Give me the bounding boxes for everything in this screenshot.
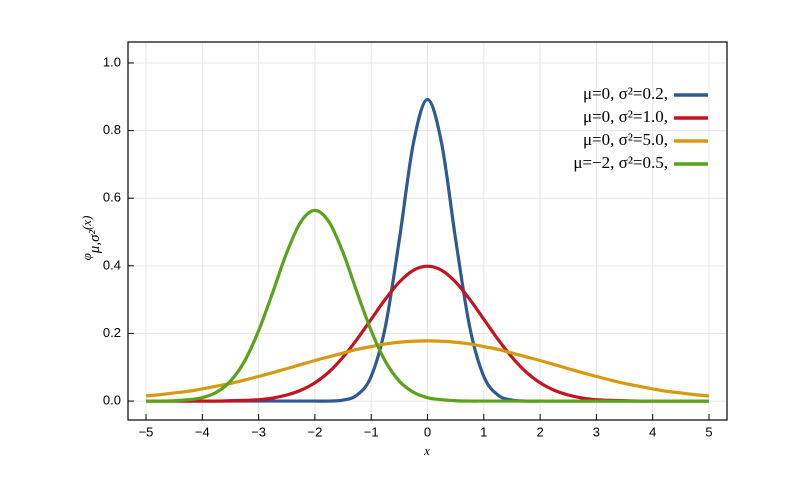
- x-tick-label: −2: [307, 424, 322, 439]
- y-label-symbol: φ: [79, 253, 94, 260]
- y-tick-label: 0.8: [103, 122, 121, 137]
- legend-label: μ=0, σ²=1.0,: [583, 107, 668, 126]
- x-tick-label: 3: [593, 424, 600, 439]
- x-tick-label: 1: [480, 424, 487, 439]
- line-series: [146, 208, 709, 403]
- y-label-subscript: μ,σ²: [87, 230, 103, 255]
- y-axis-label: φμ,σ²(x): [79, 216, 103, 261]
- x-tick-label: 5: [705, 424, 712, 439]
- x-tick-label: 2: [536, 424, 543, 439]
- y-label-argument: (x): [79, 216, 94, 230]
- y-tick-label: 0.2: [103, 325, 121, 340]
- x-tick-label: −3: [251, 424, 266, 439]
- x-tick-label: −1: [364, 424, 379, 439]
- x-tick-label: −5: [139, 424, 154, 439]
- y-tick-label: 0.6: [103, 190, 121, 205]
- legend-label: μ=0, σ²=5.0,: [583, 130, 668, 149]
- x-axis-label: x: [423, 443, 430, 458]
- plot-frame: [127, 41, 728, 421]
- x-tick-label: 4: [649, 424, 656, 439]
- legend-label: μ=−2, σ²=0.5,: [573, 153, 668, 172]
- line-series: [145, 339, 710, 398]
- y-tick-label: 0.4: [103, 257, 121, 272]
- legend-label: μ=0, σ²=0.2,: [583, 84, 668, 103]
- x-tick-label: 0: [424, 424, 431, 439]
- x-tick-label: −4: [195, 424, 210, 439]
- y-tick-label: 1.0: [103, 54, 121, 69]
- y-tick-label: 0.0: [103, 393, 121, 408]
